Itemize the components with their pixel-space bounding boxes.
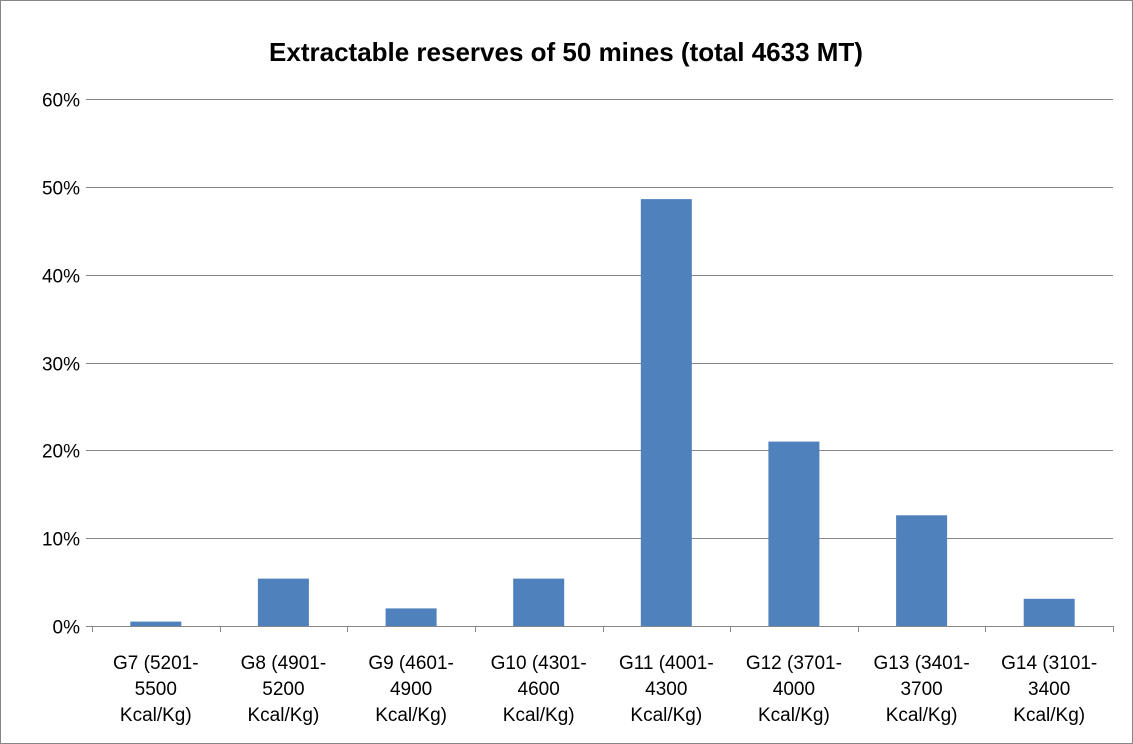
y-tick-label: 60% [42,91,80,112]
x-tick-label: G11 (4001-4300 Kcal/Kg) [619,653,714,726]
bar [257,578,309,626]
x-tick-label: G7 (5201-5500 Kcal/Kg) [113,653,199,726]
y-tick-label: 50% [42,179,80,200]
x-axis-tick-labels: G7 (5201-5500 Kcal/Kg) G8 (4901-5200 Kcal/K… [113,653,1097,726]
x-tick-label: G10 (4301-4600 Kcal/Kg) [491,653,587,726]
x-tick-label: G13 (3401-3700 Kcal/Kg) [874,653,970,726]
x-tick-label: G12 (3701-4000 Kcal/Kg) [746,653,842,726]
x-tick-label: G9 (4601-4900 Kcal/Kg) [368,653,454,726]
bar [768,441,820,626]
y-tick-label: 10% [42,530,80,551]
y-tick-label: 20% [42,442,80,463]
bars [130,199,1075,626]
y-tick-label: 30% [42,355,80,376]
chart-title: Extractable reserves of 50 mines (total … [269,37,863,67]
bar [1023,598,1075,626]
bar [385,608,437,626]
bar [640,199,692,626]
y-tick-label: 0% [53,618,81,639]
x-tick-label: G8 (4901-5200 Kcal/Kg) [241,653,327,726]
x-axis [86,626,1114,632]
bar [513,578,565,626]
bar [130,621,182,626]
gridlines [86,99,1113,539]
y-tick-label: 40% [42,267,80,288]
y-axis-tick-labels: 0% 10% 20% 30% 40% 50% 60% [42,91,80,639]
x-tick-label: G14 (3101-3400 Kcal/Kg) [1001,653,1097,726]
bar [896,515,948,626]
